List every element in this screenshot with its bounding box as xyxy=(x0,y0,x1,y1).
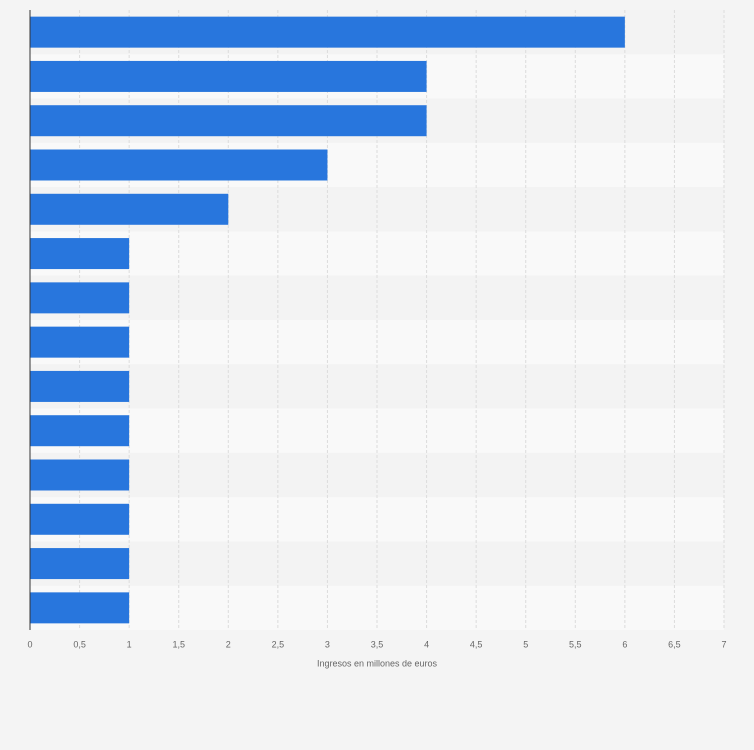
bar xyxy=(30,60,427,92)
bar xyxy=(30,105,427,137)
bar xyxy=(30,370,130,402)
x-tick-label: 0,5 xyxy=(73,639,86,649)
x-tick-label: 1,5 xyxy=(172,639,185,649)
x-tick-label: 4 xyxy=(424,639,429,649)
x-tick-label: 5,5 xyxy=(569,639,582,649)
bar xyxy=(30,326,130,358)
x-tick-label: 6 xyxy=(622,639,627,649)
grid xyxy=(29,10,725,630)
x-tick-label: 6,5 xyxy=(668,639,681,649)
x-tick-label: 7 xyxy=(721,639,726,649)
x-tick-label: 3,5 xyxy=(371,639,384,649)
x-tick-label: 5 xyxy=(523,639,528,649)
row-band xyxy=(30,231,724,276)
x-tick-label: 3 xyxy=(325,639,330,649)
x-tick-label: 1 xyxy=(127,639,132,649)
bar xyxy=(30,548,130,580)
bar xyxy=(30,459,130,491)
x-tick-label: 2 xyxy=(226,639,231,649)
ticks: 0 0,5 1 1,5 2 2,5 3 3,5 4 4,5 5 5,5 6 6,5 7 xyxy=(27,10,727,649)
bar xyxy=(30,503,130,535)
row-band xyxy=(30,541,724,586)
x-tick-label: 0 xyxy=(27,639,32,649)
bar xyxy=(30,415,130,447)
bar xyxy=(30,592,130,624)
bar xyxy=(30,193,229,225)
bar xyxy=(30,282,130,314)
bars xyxy=(30,16,625,624)
bar xyxy=(30,238,130,270)
x-tick-label: 2,5 xyxy=(272,639,285,649)
bar xyxy=(30,16,625,48)
x-axis-label: Ingresos en millones de euros xyxy=(317,658,438,668)
row-band xyxy=(30,497,724,542)
bar xyxy=(30,149,328,181)
x-tick-label: 4,5 xyxy=(470,639,483,649)
